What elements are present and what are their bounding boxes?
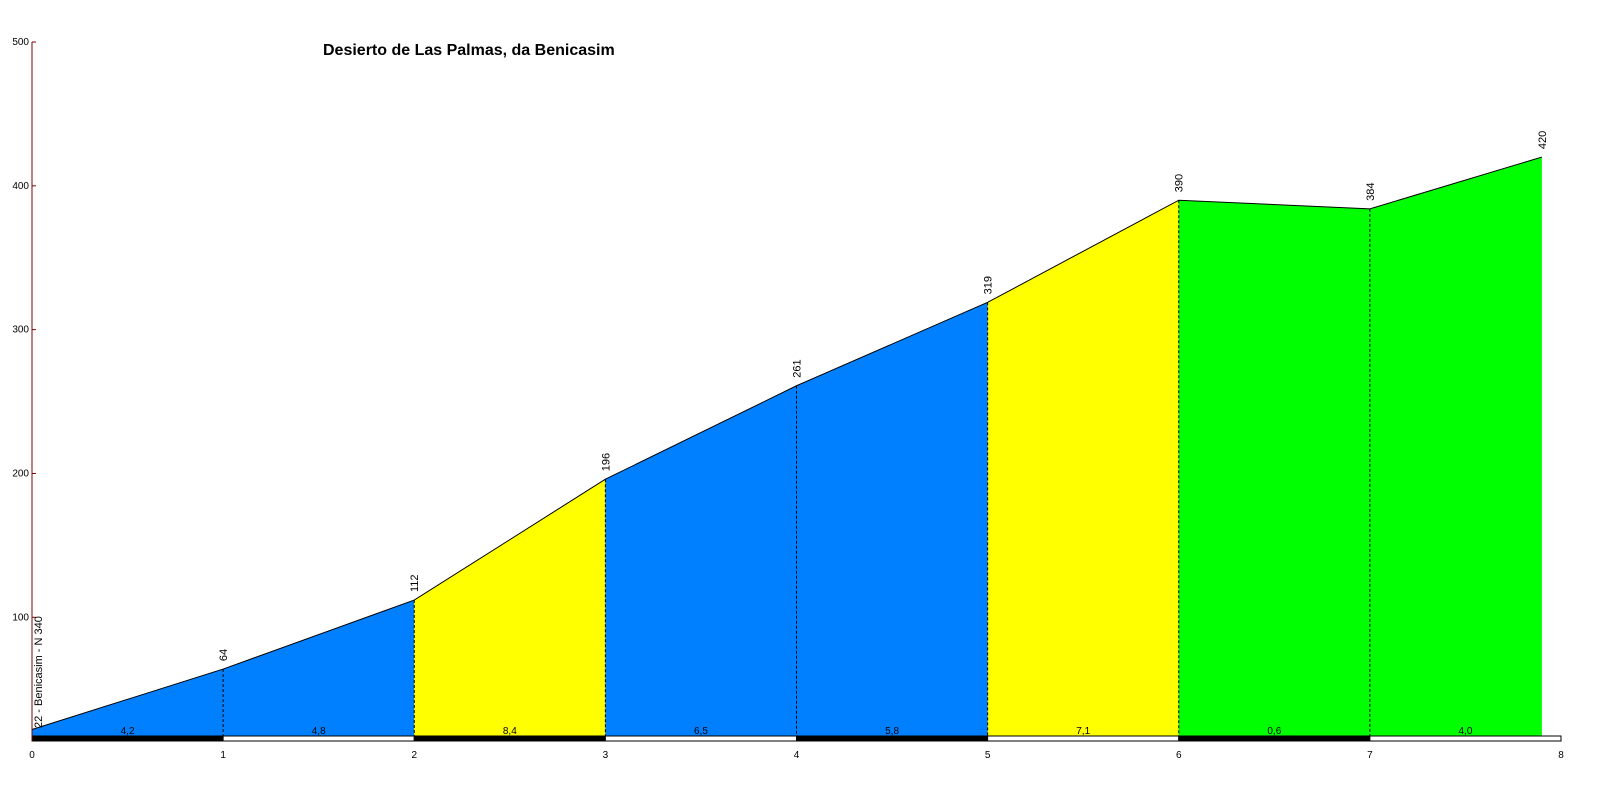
grade-label: 4,2 (121, 726, 135, 737)
grade-label: 7,1 (1076, 726, 1090, 737)
x-tick-label: 6 (1176, 750, 1182, 761)
y-tick-label: 500 (12, 37, 29, 48)
profile-outline (31, 156, 1543, 730)
grade-label: 6,5 (694, 726, 708, 737)
distance-scale-bar (31, 735, 1562, 742)
altitude-label: 261 (792, 359, 804, 377)
segment-dividers (222, 200, 1371, 736)
chart-title: Desierto de Las Palmas, da Benicasim (323, 42, 615, 59)
y-tick-label: 300 (12, 325, 29, 336)
altitude-labels: 64 112 196 261 319 390 384 420 (218, 131, 1549, 661)
grade-label: 0,6 (1267, 726, 1281, 737)
profile-areas (32, 157, 1542, 737)
profile-segment-3 (414, 479, 606, 736)
altitude-label: 420 (1537, 131, 1549, 149)
profile-segment-2 (223, 600, 415, 736)
altitude-label: 64 (218, 649, 230, 661)
profile-segment-4 (605, 385, 797, 736)
x-tick-label: 8 (1558, 750, 1564, 761)
profile-segment-5 (796, 302, 988, 736)
x-tick-label: 3 (603, 750, 609, 761)
altitude-label: 196 (600, 453, 612, 471)
y-tick-label: 400 (12, 181, 29, 192)
x-tick-label: 4 (794, 750, 800, 761)
x-tick-label: 5 (985, 750, 991, 761)
altitude-label: 319 (983, 276, 995, 294)
grade-label: 4,8 (312, 726, 326, 737)
x-tick-label: 1 (220, 750, 226, 761)
profile-segment-8 (1369, 157, 1542, 737)
x-tick-label: 2 (411, 750, 417, 761)
grade-label: 4,0 (1458, 726, 1472, 737)
scale-bar-km-8 (1369, 735, 1562, 742)
grade-labels: 4,2 4,8 8,4 6,5 5,8 7,1 0,6 4,0 (121, 726, 1473, 737)
altitude-label: 112 (409, 575, 421, 593)
profile-segment-1 (32, 669, 224, 736)
axes: 100 200 300 400 500 0 1 2 3 4 5 6 7 8 (12, 37, 1564, 761)
y-tick-label: 100 (12, 612, 29, 623)
profile-segment-6 (987, 200, 1179, 737)
altitude-label: 384 (1365, 182, 1377, 200)
profile-segment-7 (1178, 200, 1370, 737)
x-tick-label: 7 (1367, 750, 1373, 761)
altitude-label: 390 (1174, 174, 1186, 192)
y-tick-label: 200 (12, 468, 29, 479)
x-tick-label: 0 (29, 750, 35, 761)
start-location-label: 22 - Benicasim - N 340 (33, 616, 45, 728)
grade-label: 8,4 (503, 726, 517, 737)
grade-label: 5,8 (885, 726, 899, 737)
